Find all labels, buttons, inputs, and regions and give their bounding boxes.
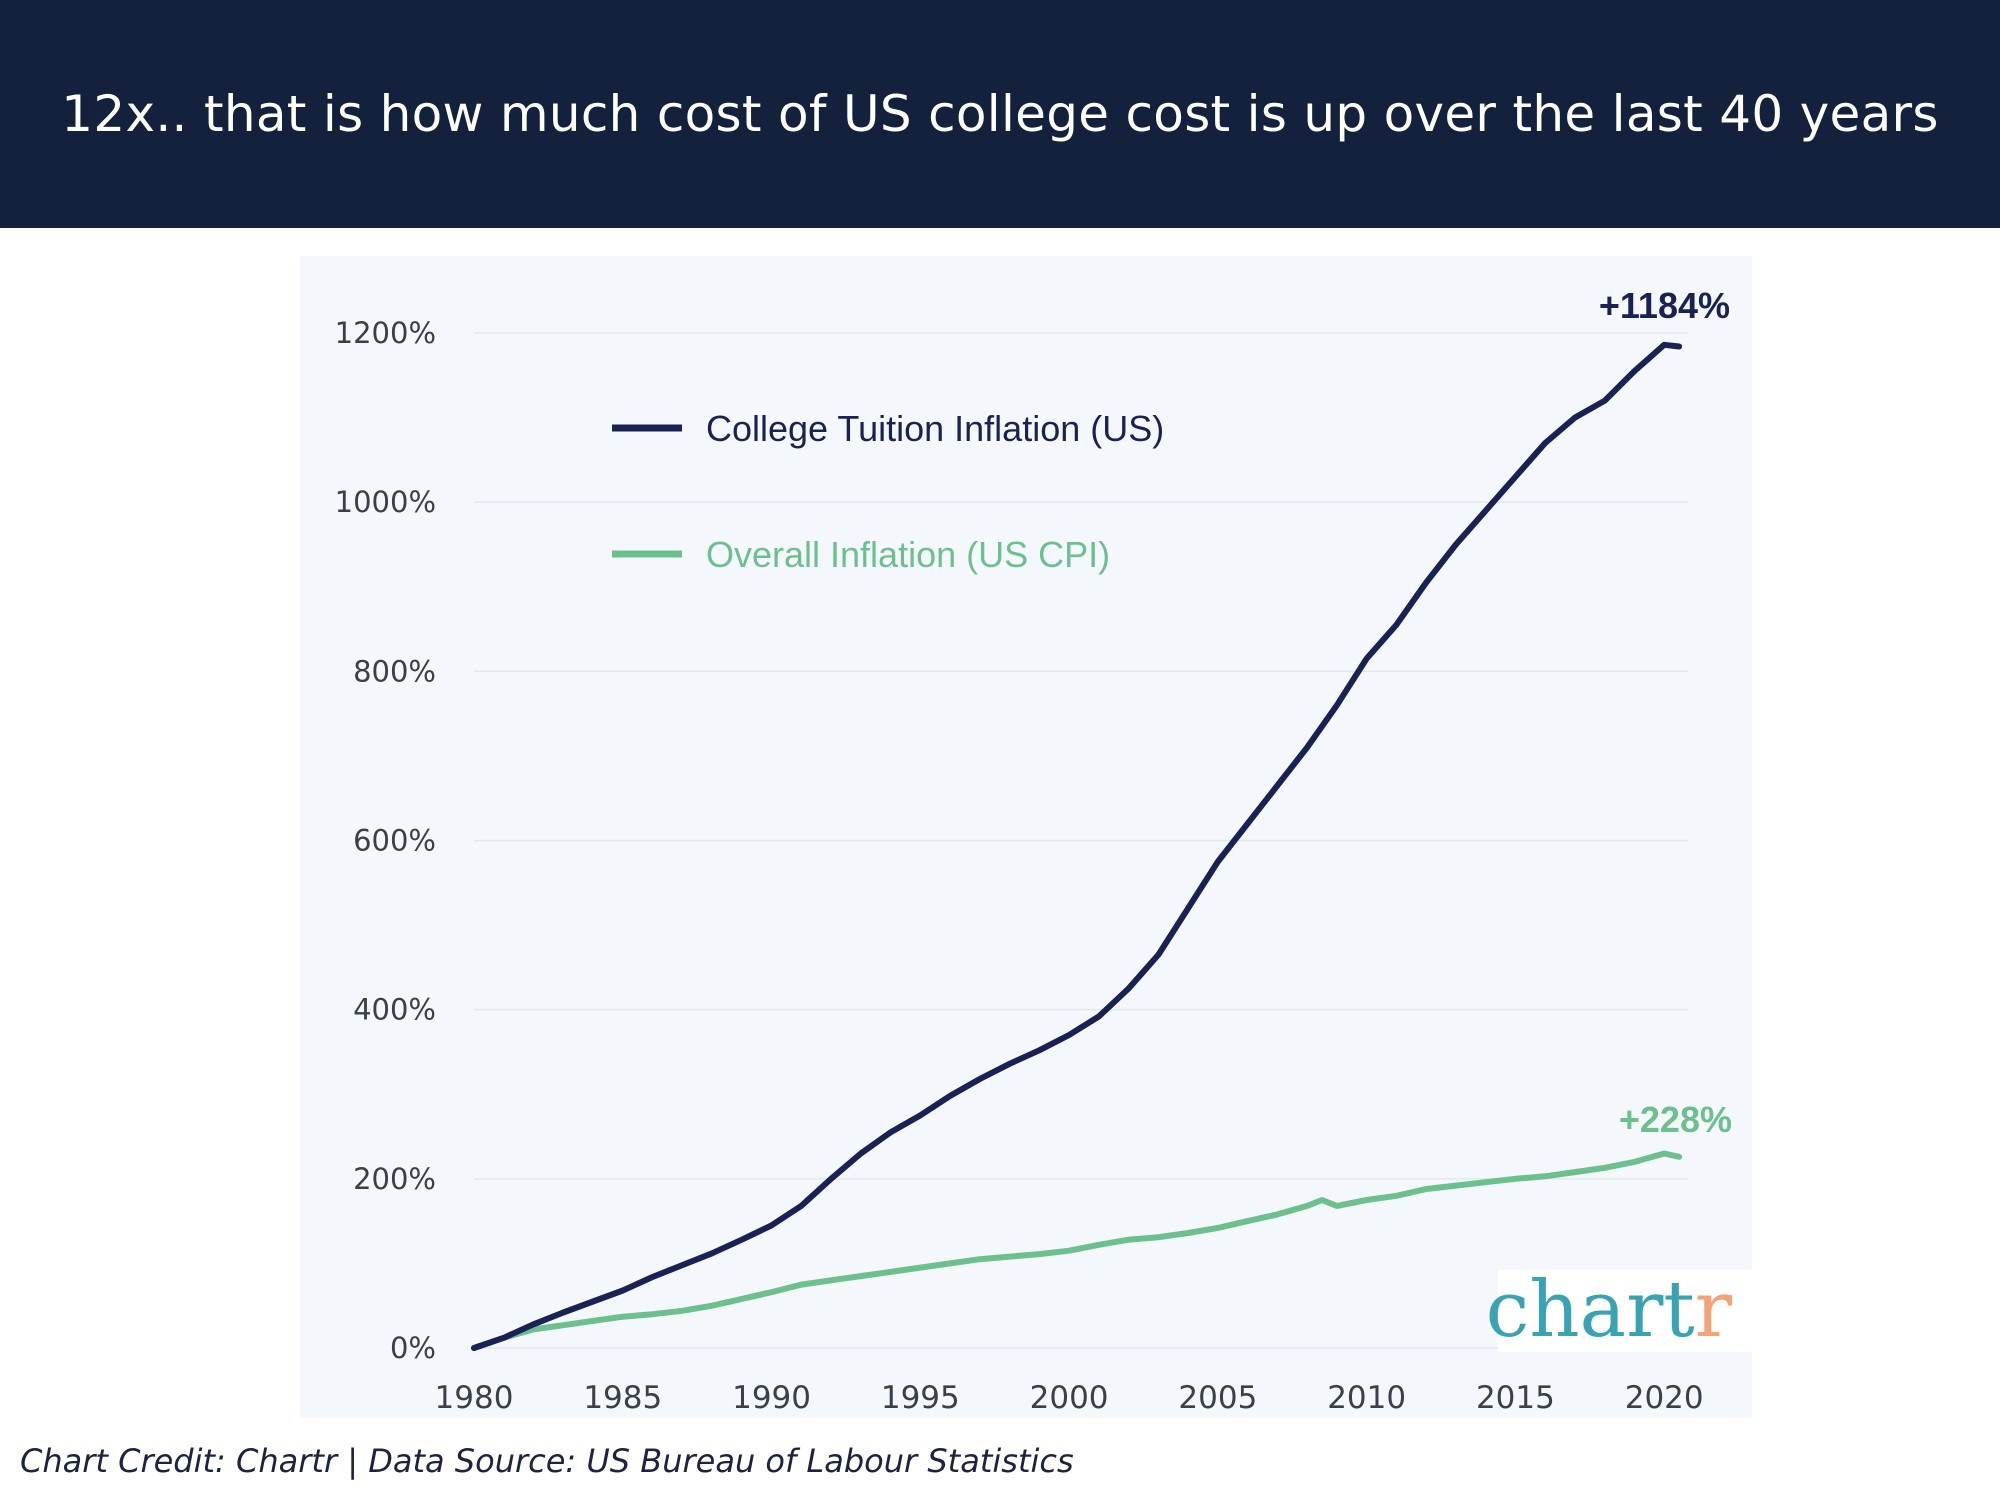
brand-box — [1498, 1270, 1752, 1352]
x-tick-label: 2010 — [1327, 1380, 1406, 1416]
x-tick-label: 2000 — [1030, 1380, 1109, 1416]
series-lines — [471, 341, 1683, 1351]
plot-background — [300, 256, 1752, 1418]
y-tick-label: 200% — [353, 1162, 436, 1196]
x-tick-label: 1995 — [881, 1380, 960, 1416]
y-tick-label: 600% — [353, 824, 436, 858]
chart-credit: Chart Credit: Chartr | Data Source: US B… — [20, 1442, 1074, 1480]
x-tick-label: 2015 — [1476, 1380, 1555, 1416]
cpi-end-label: +228% — [1619, 1099, 1732, 1140]
y-tick-label: 1200% — [335, 316, 436, 350]
y-tick-label: 400% — [353, 993, 436, 1027]
y-tick-label: 0% — [390, 1331, 436, 1365]
gridlines — [474, 332, 1688, 1349]
tuition-end-label: +1184% — [1599, 285, 1730, 326]
x-tick-label: 2020 — [1625, 1380, 1704, 1416]
legend: College Tuition Inflation (US) Overall I… — [612, 408, 1164, 575]
cpi-line — [471, 1150, 1683, 1351]
chart: 0% 200% 400% 600% 800% 1000% 1200% 1980 1985 199… — [300, 256, 1752, 1418]
chart-canvas: 0% 200% 400% 600% 800% 1000% 1200% 1980 1985 199… — [300, 256, 1752, 1418]
chartr-logo: chartr — [1486, 1265, 1733, 1355]
tuition-line — [471, 341, 1683, 1351]
page-title: 12x.. that is how much cost of US colleg… — [61, 85, 1939, 143]
x-axis: 1980 1985 1990 1995 2000 2005 2010 2015 2020 — [435, 1380, 1704, 1416]
x-tick-label: 1990 — [732, 1380, 811, 1416]
y-tick-label: 1000% — [335, 485, 436, 519]
y-tick-label: 800% — [353, 654, 436, 688]
header-bar: 12x.. that is how much cost of US colleg… — [0, 0, 2000, 228]
y-axis: 0% 200% 400% 600% 800% 1000% 1200% — [335, 316, 436, 1365]
x-tick-label: 1985 — [583, 1380, 662, 1416]
legend-label-tuition: College Tuition Inflation (US) — [706, 408, 1164, 449]
x-tick-label: 2005 — [1178, 1380, 1257, 1416]
x-tick-label: 1980 — [435, 1380, 514, 1416]
legend-label-cpi: Overall Inflation (US CPI) — [706, 534, 1110, 575]
